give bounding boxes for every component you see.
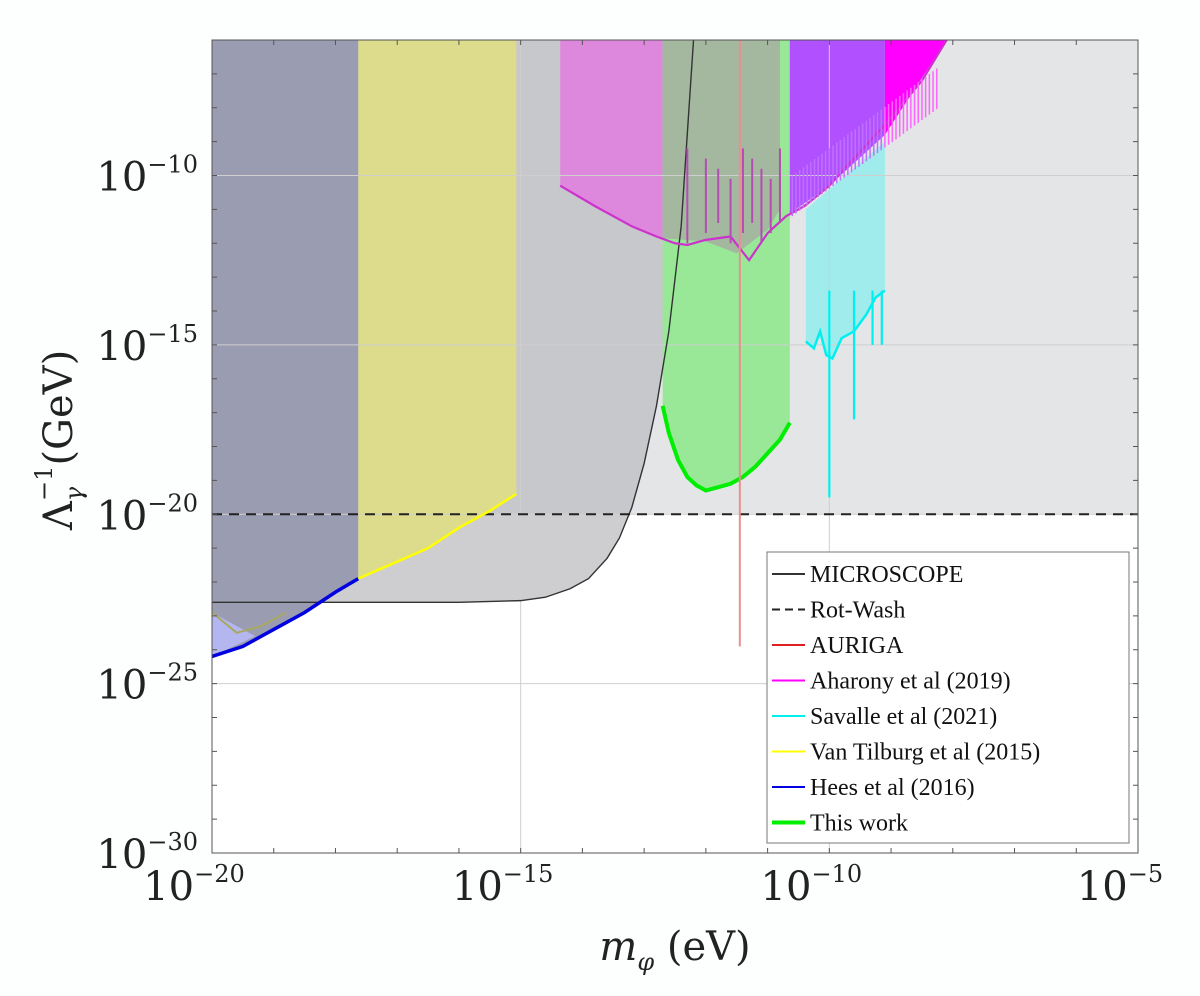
y-tick-label: 10−30 (96, 828, 198, 878)
x-tick-label: 10−5 (1077, 860, 1163, 910)
y-tick-label: 10−15 (96, 320, 198, 370)
legend-label: This work (810, 811, 908, 837)
legend-label: Rot-Wash (810, 598, 905, 624)
hees-lowmass-region (212, 612, 256, 657)
van-tilburg-excluded-region (358, 40, 517, 579)
hees-line (212, 577, 360, 659)
legend-label: Hees et al (2016) (810, 775, 975, 801)
microscope-line (212, 40, 695, 604)
x-axis-label: mφ (eV) (599, 924, 750, 976)
x-tick-label: 10−15 (452, 860, 554, 910)
y-tick-label: 10−10 (96, 151, 198, 201)
x-tick-label: 10−20 (143, 860, 245, 910)
legend-label: Van Tilburg et al (2015) (810, 740, 1040, 766)
savalle-line (805, 289, 886, 361)
y-tick-label: 10−20 (96, 489, 198, 539)
aharony-excluded-region (560, 40, 663, 239)
legend-label: MICROSCOPE (810, 562, 963, 588)
savalle-excluded-region (805, 141, 885, 359)
van-tilburg-lowmass-line (212, 611, 287, 634)
legend-box (766, 551, 1130, 844)
overlap-region (662, 40, 780, 254)
y-axis-label: Λγ−1(GeV) (30, 350, 88, 531)
legend-label: AURIGA (810, 633, 904, 659)
y-tick-label: 10−25 (96, 659, 198, 709)
legend-label: Aharony et al (2019) (810, 669, 1011, 695)
van-tilburg-line (357, 492, 518, 580)
x-tick-label: 10−10 (761, 860, 863, 910)
legend: MICROSCOPE Rot-Wash AURIGA Aharony et al (2… (766, 551, 1130, 844)
legend-label: Savalle et al (2021) (810, 704, 997, 730)
hees-excluded-region (212, 40, 359, 657)
this-work-line (660, 405, 792, 493)
